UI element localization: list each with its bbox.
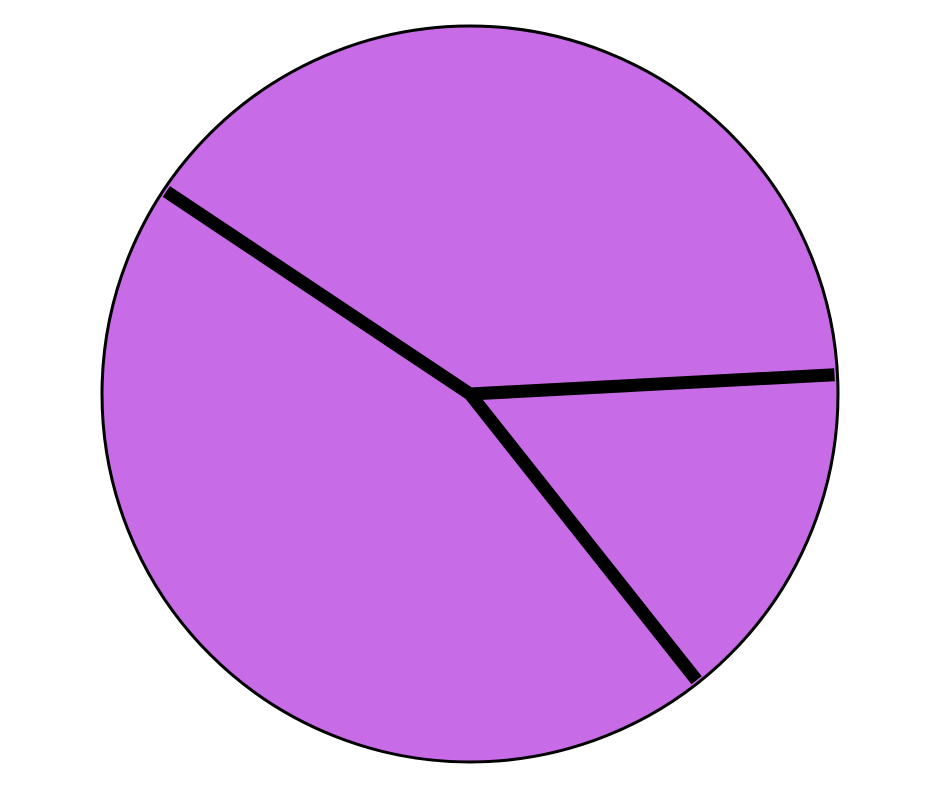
pie-dividers — [162, 186, 835, 685]
pie-outline — [100, 24, 840, 764]
pie-divider-1 — [162, 186, 474, 400]
pie-divider-2 — [469, 368, 835, 401]
pie-divider-3 — [464, 389, 702, 685]
